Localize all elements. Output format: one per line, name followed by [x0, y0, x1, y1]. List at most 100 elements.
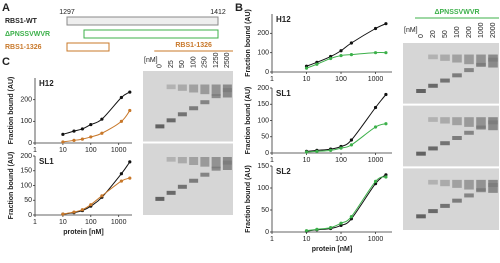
gel-band [155, 196, 165, 201]
gel-band [488, 179, 498, 193]
data-point [329, 56, 333, 61]
data-point [80, 137, 84, 141]
lane-label: 200 [466, 26, 473, 38]
y-tick-label: 100 [257, 117, 269, 124]
data-point [349, 143, 354, 147]
gel-band [177, 112, 187, 117]
y-tick-label: 0 [265, 69, 269, 76]
gel-band [211, 166, 221, 171]
y-tick-label: 50 [24, 197, 32, 204]
fit-line [306, 123, 387, 153]
data-point [315, 227, 319, 231]
x-axis-label: protein [nM] [63, 229, 103, 236]
gel-band [177, 184, 187, 189]
data-point [315, 62, 319, 66]
x-tick-label: 1000 [368, 157, 384, 164]
gel-band [428, 83, 438, 88]
lane-label: 2500 [224, 52, 231, 68]
data-point [339, 221, 343, 225]
data-point [315, 149, 319, 153]
gel-band [428, 117, 438, 122]
gel-band [155, 124, 165, 129]
y-tick-label: 200 [20, 97, 32, 104]
gel-image [403, 42, 499, 230]
gel-band [440, 203, 450, 208]
data-point [80, 127, 84, 131]
data-point [89, 135, 93, 139]
lane-label: 100 [454, 26, 461, 38]
gel-unit: [nM] [144, 57, 158, 64]
data-point [384, 51, 388, 55]
fit-line [62, 110, 131, 143]
data-point [349, 138, 354, 142]
construct-label: RBS1-1326 [5, 44, 42, 51]
fit-line [306, 52, 386, 69]
gel-band [440, 78, 450, 83]
gel-band [416, 89, 426, 93]
construct-bar [66, 16, 219, 26]
data-point [339, 223, 343, 227]
gel-band [452, 54, 462, 63]
data-point [373, 51, 378, 55]
chart: H12 Fraction bound (AU) 0 100 200 1 10 100 1000 [8, 77, 132, 154]
gel-band [166, 190, 176, 195]
data-point [119, 119, 123, 123]
lane-label: 50 [442, 30, 449, 38]
chart: SL2 Fraction bound (AU) 0 50 100 150 1 10 100 100… [245, 163, 392, 253]
y-axis-label: Fraction bound (AU) [245, 9, 252, 77]
lane-label: 100 [190, 56, 197, 68]
data-point [128, 108, 132, 113]
data-point [349, 53, 354, 57]
gel-band [488, 54, 498, 68]
panel-label: C [2, 56, 10, 68]
y-tick-label: 200 [20, 153, 32, 160]
data-point [80, 208, 84, 212]
gel-band [177, 84, 187, 91]
gel-band [476, 54, 486, 66]
x-axis-label: protein [nM] [312, 246, 352, 253]
x-tick-label: 10 [303, 236, 311, 243]
data-point [304, 66, 309, 70]
gel-band [177, 157, 187, 164]
gel-band [222, 84, 232, 98]
gel-band [464, 193, 474, 198]
fit-line [306, 94, 387, 152]
data-point [119, 179, 123, 183]
data-point [384, 22, 388, 26]
y-tick-label: 100 [20, 182, 32, 189]
data-point [373, 26, 378, 31]
x-tick-label: 1000 [111, 147, 127, 154]
gel-band [200, 157, 210, 167]
gel-band [166, 84, 176, 90]
data-point [72, 210, 76, 214]
data-point [339, 53, 343, 58]
gel-band [189, 157, 199, 165]
y-tick-label: 50 [261, 207, 269, 214]
gel-band [189, 84, 199, 93]
x-tick-label: 100 [335, 157, 347, 164]
gel-band [189, 178, 199, 183]
gel-band [452, 117, 462, 126]
chart-title: H12 [39, 79, 54, 88]
gel-band [464, 117, 474, 127]
x-tick-label: 100 [85, 147, 97, 154]
gel-band [440, 54, 450, 61]
x-tick-label: 1000 [111, 219, 127, 226]
x-tick-label: 10 [303, 157, 311, 164]
data-point [339, 146, 343, 150]
fit-line [62, 161, 131, 215]
data-point [89, 203, 93, 207]
gel-band [200, 172, 210, 177]
gel-band [416, 151, 426, 156]
gel-band [416, 214, 426, 219]
data-point [72, 138, 76, 142]
data-point [349, 215, 354, 219]
gel-band [452, 179, 462, 188]
data-point [128, 90, 132, 94]
data-point [100, 131, 104, 135]
y-tick-label: 200 [257, 85, 269, 92]
gel-band [428, 209, 438, 214]
gel-band [452, 136, 462, 140]
y-axis-label: Fraction bound (AU) [8, 152, 15, 220]
gel-band [464, 68, 474, 73]
